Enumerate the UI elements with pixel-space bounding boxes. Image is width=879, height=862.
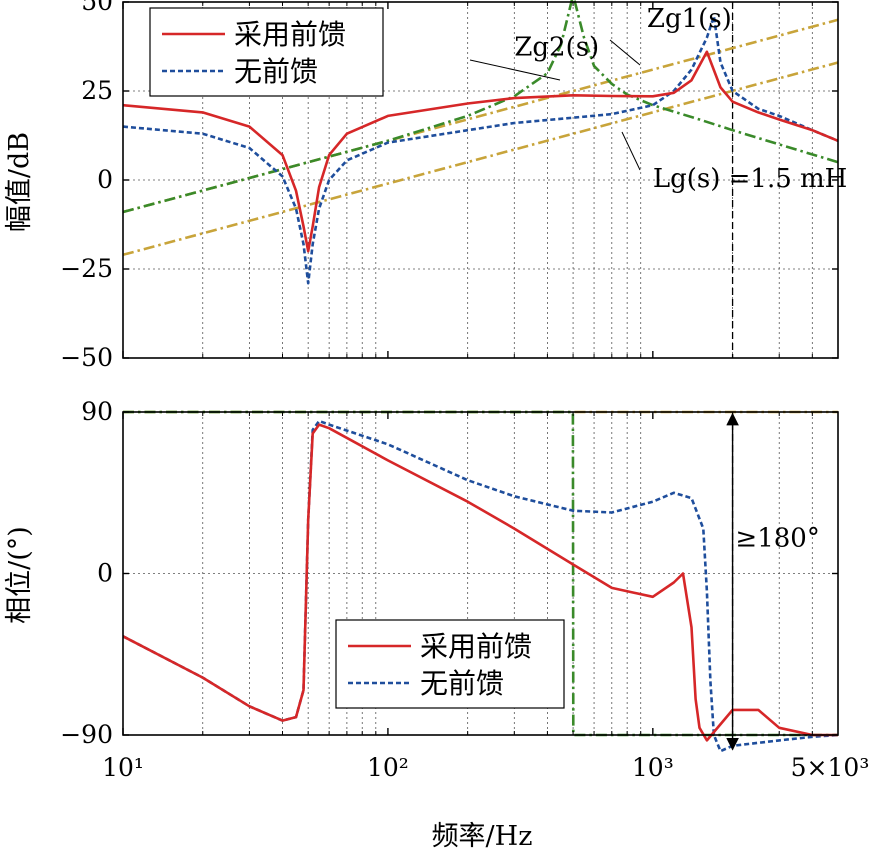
x-tick-label: 10¹	[102, 753, 144, 782]
x-tick-label: 10²	[367, 753, 409, 782]
mag-y-tick-label: −50	[60, 343, 113, 372]
annotation-pointer	[609, 39, 641, 66]
ph-y-tick-label: 0	[97, 559, 113, 588]
annotation-pointer	[621, 131, 641, 171]
mag-legend-box	[149, 7, 384, 97]
mag-y-tick-label: 0	[97, 165, 113, 194]
mag-annotation: Zg2(s)	[514, 32, 599, 62]
x-tick-label: 5×10³	[791, 753, 870, 782]
ph-series-line	[122, 423, 838, 742]
ph-annotation: ≥180°	[735, 524, 819, 554]
mag-series-line	[122, 14, 839, 285]
x-axis-label: 频率/Hz	[432, 821, 533, 852]
mag-legend-label: 采用前馈	[234, 18, 346, 51]
ph-legend-label: 采用前馈	[420, 630, 532, 663]
mag-y-tick-label: 50	[81, 0, 113, 16]
annotation-pointer	[469, 59, 561, 81]
mag-annotation: Zg1(s)	[647, 4, 732, 34]
mag-y-tick-label: −25	[60, 254, 113, 283]
ph-legend-label: 无前馈	[420, 667, 504, 700]
mag-series-line	[122, 61, 839, 257]
ph-legend-box	[335, 619, 565, 709]
mag-annotation: Lg(s) =1.5 mH	[653, 164, 848, 194]
phase-y-label: 相位/(°)	[4, 526, 35, 624]
mag-legend-label: 无前馈	[234, 55, 318, 88]
ph-y-tick-label: −90	[60, 720, 113, 749]
mag-y-tick-label: 25	[81, 76, 113, 105]
ph-y-tick-label: 90	[81, 397, 113, 426]
mag-series-line	[122, 50, 839, 253]
magnitude-y-label: 幅值/dB	[4, 132, 35, 232]
mag-series-line	[122, 0, 839, 214]
x-tick-label: 10³	[632, 753, 674, 782]
